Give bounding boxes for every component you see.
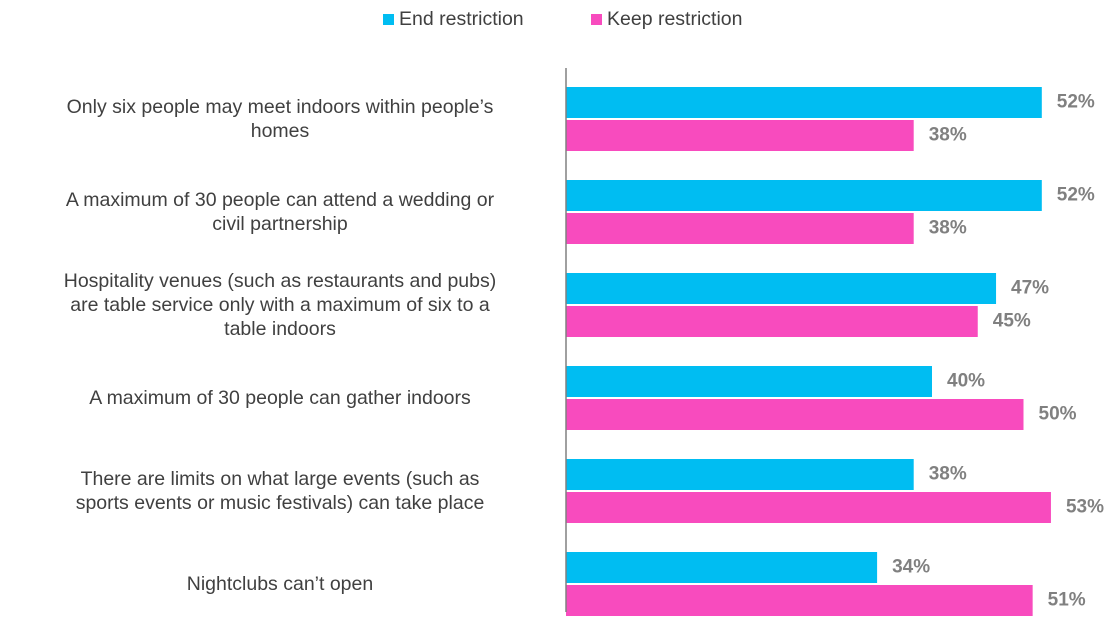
legend-swatch [383, 14, 394, 25]
bar [566, 120, 914, 151]
bar [566, 585, 1033, 616]
legend-swatch [591, 14, 602, 25]
value-label: 53% [1066, 497, 1104, 518]
bar [566, 366, 932, 397]
bar [566, 459, 914, 490]
category-label: Only six people may meet indoors within … [66, 96, 494, 142]
bar [566, 306, 978, 337]
value-label: 50% [1039, 404, 1077, 425]
bar [566, 213, 914, 244]
bar [566, 273, 997, 304]
value-label: 40% [947, 371, 985, 392]
bar [566, 492, 1051, 523]
category-label: There are limits on what large events (s… [75, 468, 485, 514]
category-label: Nightclubs can’t open [186, 573, 374, 595]
value-label: 45% [993, 311, 1031, 332]
bar [566, 87, 1042, 118]
value-label: 38% [929, 125, 967, 146]
legend-item: End restriction [383, 8, 524, 31]
value-label: 47% [1011, 278, 1049, 299]
value-label: 52% [1057, 185, 1095, 206]
category-label: A maximum of 30 people can attend a wedd… [65, 189, 495, 235]
bar [566, 552, 878, 583]
legend-item: Keep restriction [591, 8, 742, 31]
category-label: A maximum of 30 people can gather indoor… [89, 387, 471, 409]
bar [566, 180, 1042, 211]
value-label: 38% [929, 218, 967, 239]
value-label: 34% [892, 557, 930, 578]
bar [566, 399, 1024, 430]
value-label: 51% [1048, 590, 1086, 611]
legend-label: End restriction [399, 8, 524, 30]
legend-label: Keep restriction [607, 8, 743, 30]
category-label: Hospitality venues (such as restaurants … [63, 270, 497, 340]
value-label: 38% [929, 464, 967, 485]
value-label: 52% [1057, 92, 1095, 113]
